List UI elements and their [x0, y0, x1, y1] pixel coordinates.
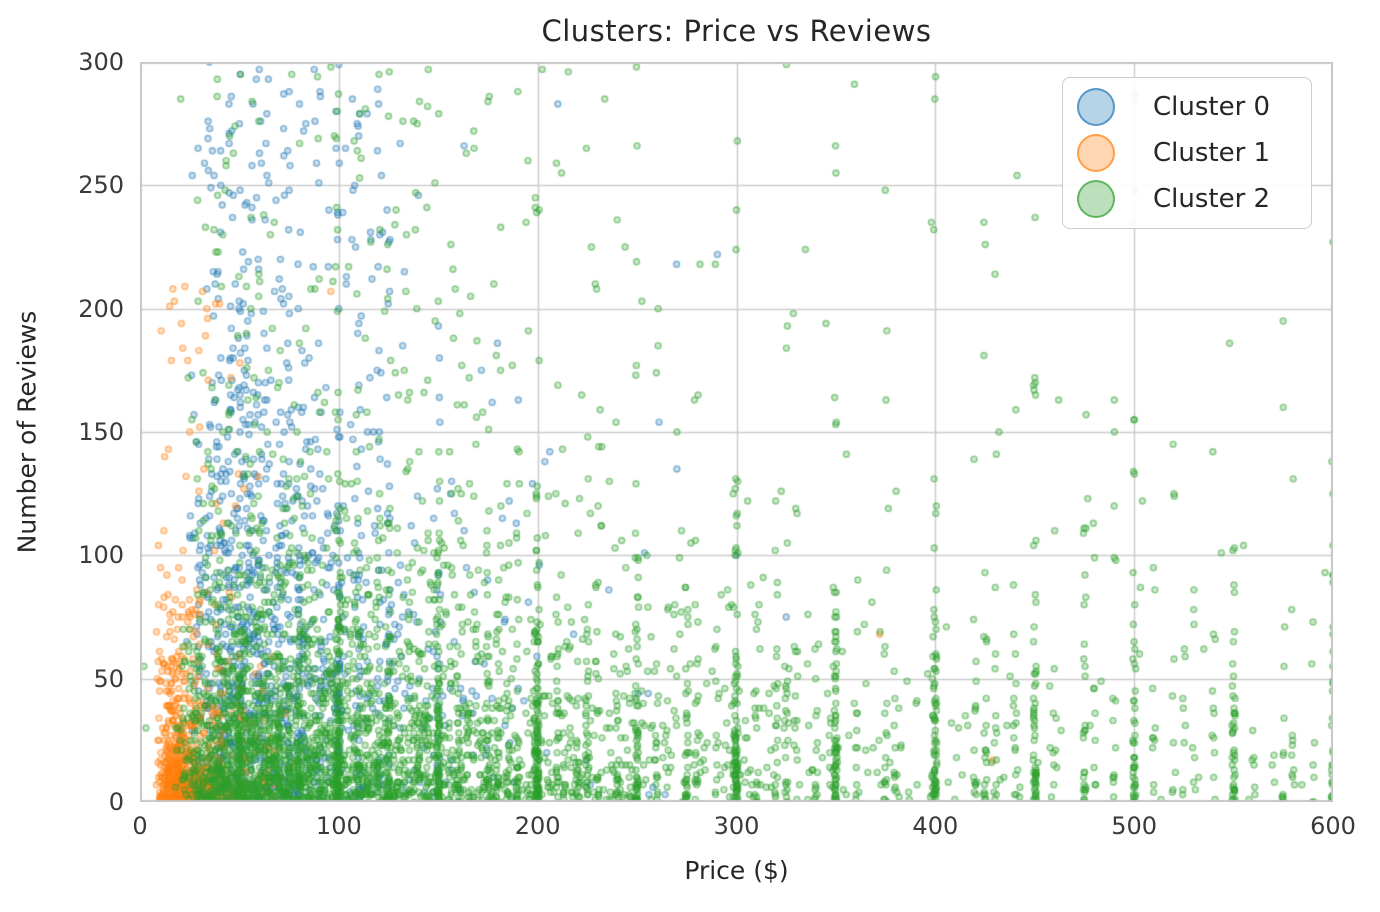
chart-title: Clusters: Price vs Reviews: [541, 14, 932, 48]
y-tick-label: 200: [78, 294, 124, 323]
x-axis-label: Price ($): [684, 856, 789, 885]
legend-label: Cluster 2: [1153, 184, 1271, 214]
legend-label: Cluster 0: [1153, 92, 1271, 122]
x-tick-label: 300: [713, 812, 760, 840]
x-tick-label: 400: [912, 812, 959, 840]
legend-item-cluster-1: Cluster 1: [1063, 130, 1311, 176]
y-tick-label: 100: [78, 541, 124, 570]
x-tick-label: 500: [1111, 812, 1158, 840]
y-axis-label: Number of Reviews: [12, 310, 42, 554]
y-tick-label: 250: [78, 171, 124, 200]
y-tick-label: 300: [78, 48, 124, 76]
legend-item-cluster-2: Cluster 2: [1063, 176, 1311, 222]
x-tick-label: 200: [514, 812, 561, 840]
y-tick-label: 50: [93, 664, 124, 693]
cluster-1-marker-icon: [1077, 134, 1115, 172]
legend-item-cluster-0: Cluster 0: [1063, 84, 1311, 130]
y-tick-label: 0: [108, 788, 124, 816]
legend: Cluster 0 Cluster 1 Cluster 2: [1062, 77, 1312, 229]
x-tick-label: 100: [315, 812, 362, 840]
cluster-2-marker-icon: [1077, 180, 1115, 218]
y-tick-label: 150: [78, 418, 124, 446]
x-tick-label: 600: [1310, 812, 1356, 840]
cluster-0-marker-icon: [1077, 88, 1115, 126]
legend-label: Cluster 1: [1153, 138, 1271, 168]
x-tick-label: 0: [132, 812, 148, 840]
